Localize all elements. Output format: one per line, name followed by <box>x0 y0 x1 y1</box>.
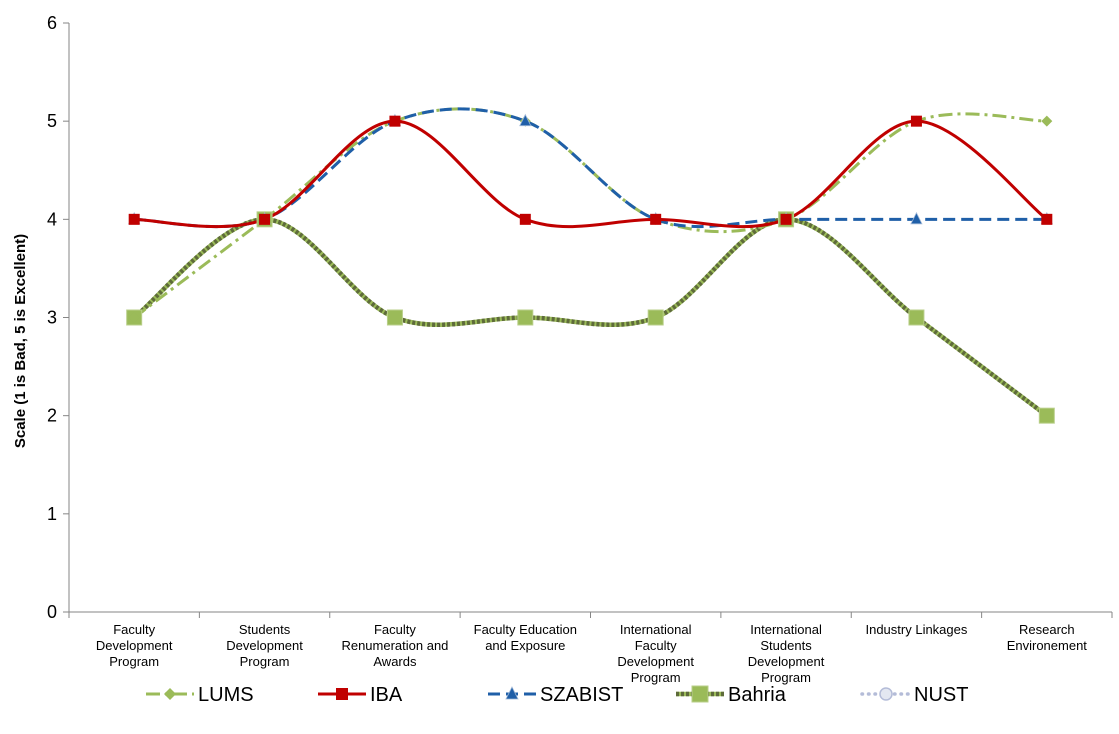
data-point-iba <box>259 213 271 225</box>
series-markers <box>126 113 1055 424</box>
y-tick-label: 2 <box>47 406 57 426</box>
legend-label-lums: LUMS <box>198 684 254 706</box>
legend-marker-bahria <box>691 685 709 703</box>
series-line-szabist <box>134 107 1047 229</box>
y-tick-label: 4 <box>47 209 57 229</box>
y-tick-label: 5 <box>47 111 57 131</box>
x-tick-labels: Faculty Development Program Students Develop… <box>96 622 1087 685</box>
data-point-szabist <box>910 211 923 225</box>
x-tick-label: Faculty Development Program <box>96 622 173 669</box>
data-point-lums <box>1041 115 1053 127</box>
legend-label-nust: NUST <box>914 684 968 706</box>
chart-axes <box>63 22 1113 618</box>
y-tick-label: 6 <box>47 13 57 33</box>
data-point-iba <box>389 115 401 127</box>
x-tick-label: International Faculty Development Program <box>617 622 694 685</box>
data-point-bahria <box>908 309 925 326</box>
data-point-bahria <box>647 309 664 326</box>
y-tick-label: 1 <box>47 504 57 524</box>
data-point-iba <box>650 213 662 225</box>
x-tick-label: Students Development Program <box>226 622 303 669</box>
x-tick-label: Research Environement <box>1007 622 1088 653</box>
y-tick-labels: 0 1 2 3 4 5 6 <box>47 13 57 622</box>
data-point-iba <box>1041 213 1053 225</box>
y-tick-label: 0 <box>47 602 57 622</box>
data-point-szabist <box>519 113 532 127</box>
data-point-iba <box>128 213 140 225</box>
legend-label-szabist: SZABIST <box>540 684 623 706</box>
x-tick-label: Faculty Education and Exposure <box>474 622 577 653</box>
x-tick-label: Industry Linkages <box>865 622 967 637</box>
x-tick-label: International Students Development Program <box>748 622 825 685</box>
legend-label-iba: IBA <box>370 684 403 706</box>
y-axis-label: Scale (1 is Bad, 5 is Excellent) <box>12 234 29 448</box>
x-tick-label: Faculty Renumeration and Awards <box>341 622 448 669</box>
series-lines <box>132 107 1049 418</box>
data-point-iba <box>519 213 531 225</box>
data-point-iba <box>780 213 792 225</box>
legend-marker-iba <box>336 688 348 700</box>
data-point-bahria <box>517 309 534 326</box>
legend: LUMS IBA SZABIST Bahria NUST <box>146 684 968 706</box>
legend-marker-nust <box>879 687 893 701</box>
y-tick-label: 3 <box>47 308 57 328</box>
series-line-iba <box>134 119 1048 229</box>
legend-marker-szabist <box>505 686 519 700</box>
data-point-lums <box>128 312 140 323</box>
legend-marker-lums <box>164 688 176 700</box>
data-point-iba <box>910 115 922 127</box>
legend-label-bahria: Bahria <box>728 684 787 706</box>
data-point-bahria <box>386 309 403 326</box>
data-point-bahria <box>1038 407 1055 424</box>
